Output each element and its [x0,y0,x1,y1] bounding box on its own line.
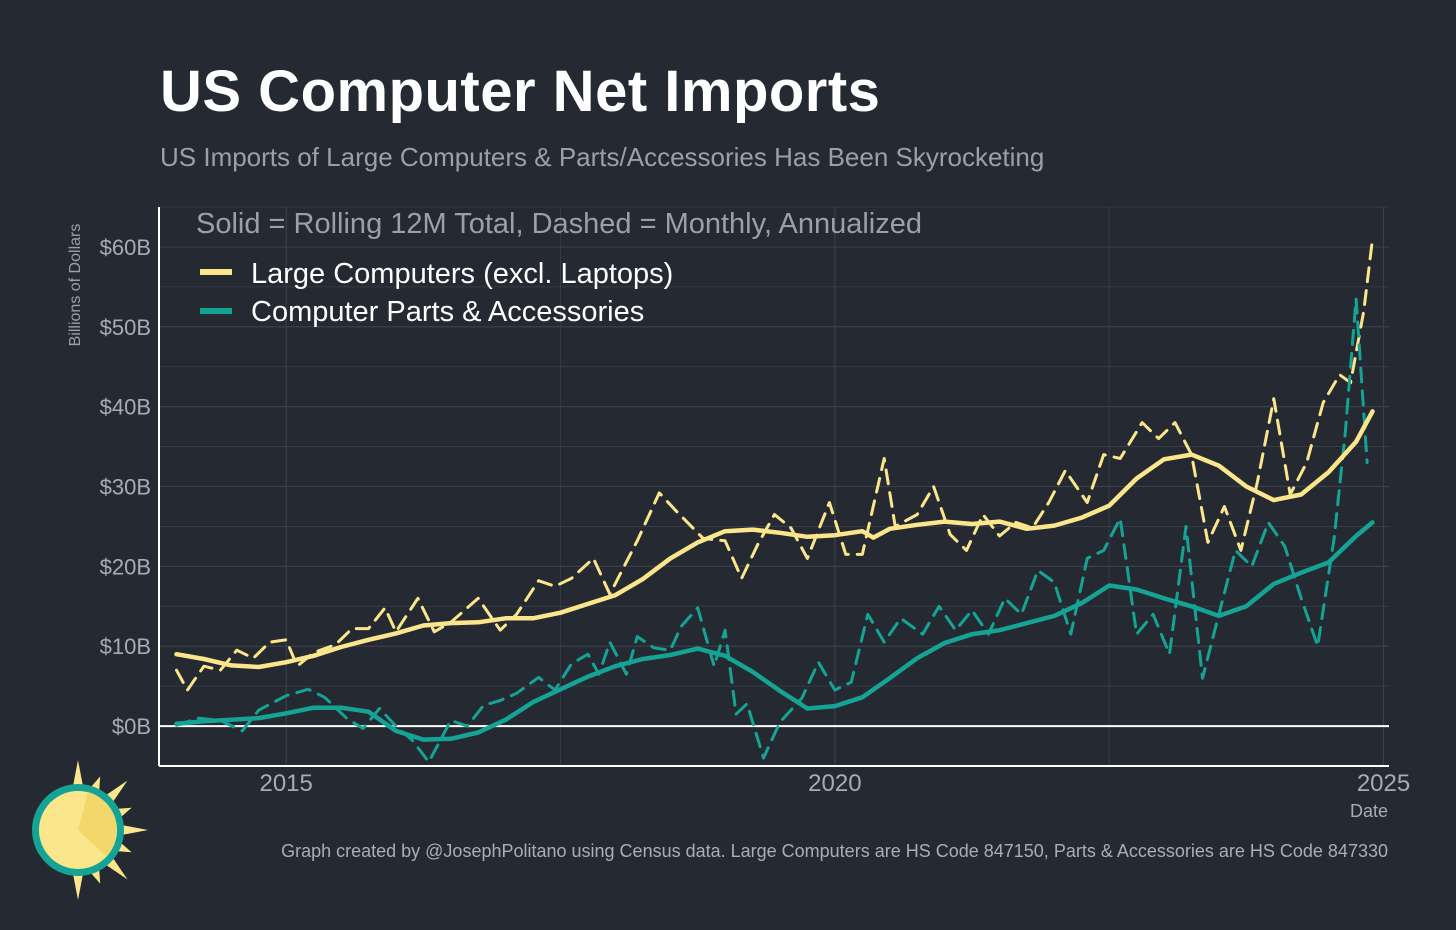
y-tick-label: $0B [112,714,151,739]
tick-labels: $0B $10B $20B $30B $40B $50B $60B 2015 2020 2025 [100,235,1411,797]
chart-title: US Computer Net Imports [160,59,881,124]
grid-lines [160,206,1389,767]
sun-ray [119,824,148,836]
chart-annotation: Solid = Rolling 12M Total, Dashed = Mont… [196,208,922,240]
legend: Large Computers (excl. Laptops) Computer… [200,258,673,328]
series-line-computer-parts-accessories-solid [174,520,1375,742]
series-line-large-computers-excl-laptops-solid [174,409,1375,670]
series-layer [160,237,1389,764]
chart-subtitle: US Imports of Large Computers & Parts/Ac… [160,142,1045,172]
series-line-computer-parts-accessories-dashed [175,297,1369,764]
y-tick-label: $60B [100,235,151,260]
series-line-large-computers-excl-laptops-dashed [175,237,1374,692]
y-tick-label: $20B [100,554,151,579]
y-tick-label: $10B [100,634,151,659]
x-tick-label: 2025 [1357,770,1410,797]
sun-logo [32,760,148,900]
y-tick-label: $50B [100,315,151,340]
legend-label-parts-accessories: Computer Parts & Accessories [251,296,644,328]
axes [158,207,1389,767]
x-axis-label: Date [1350,801,1388,821]
sun-shade [78,792,117,856]
y-tick-label: $30B [100,475,151,500]
y-tick-label: $40B [100,395,151,420]
source-caption: Graph created by @JosephPolitano using C… [281,841,1388,861]
legend-label-large-computers: Large Computers (excl. Laptops) [251,258,673,290]
sun-ray [72,871,84,900]
x-tick-label: 2020 [808,770,861,797]
y-axis-label: Billions of Dollars [67,224,84,347]
sun-ray [72,760,84,789]
x-tick-label: 2015 [259,770,312,797]
